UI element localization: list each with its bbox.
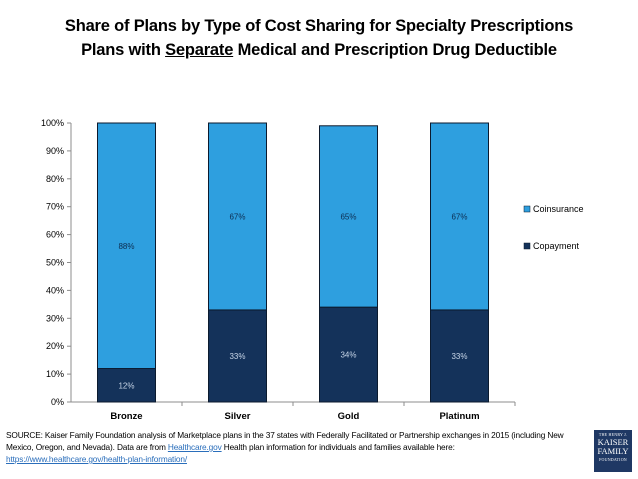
y-tick-label: 60% (46, 230, 64, 240)
data-label-copayment-silver: 33% (229, 352, 245, 361)
source-text-1: SOURCE: Kaiser Family Foundation analysi… (6, 430, 564, 452)
data-label-coinsurance-bronze: 88% (118, 242, 134, 251)
data-label-coinsurance-silver: 67% (229, 212, 245, 221)
y-tick-label: 90% (46, 146, 64, 156)
data-label-copayment-platinum: 33% (451, 352, 467, 361)
healthcare-gov-link[interactable]: Healthcare.gov (167, 442, 222, 452)
title-line-2-suffix: Medical and Prescription Drug Deductible (233, 41, 558, 59)
legend-label-copayment: Copayment (533, 241, 580, 251)
title-underlined-word: Separate (165, 41, 234, 59)
y-tick-label: 50% (46, 258, 64, 268)
kaiser-family-foundation-logo: THE HENRY J. KAISER FAMILY FOUNDATION (594, 430, 632, 472)
data-label-coinsurance-platinum: 67% (451, 212, 467, 221)
logo-line-2: FAMILY (597, 446, 629, 456)
bar-copayment-bronze (97, 368, 156, 403)
y-tick-label: 70% (46, 202, 64, 212)
y-tick-label: 80% (46, 174, 64, 184)
title-line-2-prefix: Plans with (81, 41, 166, 59)
y-tick-label: 0% (51, 397, 64, 407)
bar-coinsurance-bronze (97, 122, 156, 370)
bar-copayment-platinum (430, 309, 489, 403)
data-label-coinsurance-gold: 65% (340, 212, 356, 221)
stacked-bar-chart: 0% 10% 20% 30% 40% 50% 60% 70% 80% 90% 100% Bronze… (41, 118, 584, 422)
legend: Coinsurance Copayment (523, 204, 584, 251)
legend-swatch-copayment (523, 242, 531, 250)
x-category-label: Gold (338, 411, 360, 422)
logo-line-1: KAISER (597, 437, 629, 447)
y-tick-label: 30% (46, 313, 64, 323)
data-label-copayment-bronze: 12% (118, 381, 134, 390)
data-label-copayment-gold: 34% (340, 351, 356, 360)
x-category-label: Bronze (110, 411, 142, 422)
x-category-label: Silver (225, 411, 251, 422)
x-axis: Bronze Silver Gold Platinum (71, 401, 516, 422)
source-note: SOURCE: Kaiser Family Foundation analysi… (6, 429, 586, 465)
legend-label-coinsurance: Coinsurance (533, 204, 584, 214)
bar-copayment-silver (208, 309, 267, 403)
logo-small-top: THE HENRY J. (598, 432, 628, 437)
y-tick-label: 20% (46, 341, 64, 351)
logo-small-bottom: FOUNDATION (599, 457, 627, 462)
title-line-1: Share of Plans by Type of Cost Sharing f… (64, 17, 574, 35)
y-axis: 0% 10% 20% 30% 40% 50% 60% 70% 80% 90% 100% (41, 118, 72, 407)
bar-coinsurance-platinum (430, 122, 489, 311)
health-plan-information-link[interactable]: https://www.healthcare.gov/health-plan-i… (6, 454, 187, 464)
legend-swatch-coinsurance (523, 205, 531, 213)
source-text-2: Health plan information for individuals … (221, 442, 455, 452)
x-category-label: Platinum (439, 411, 479, 422)
y-tick-label: 10% (46, 369, 64, 379)
y-tick-label: 100% (41, 118, 64, 128)
chart-title: Share of Plans by Type of Cost Sharing f… (0, 14, 638, 62)
y-tick-label: 40% (46, 285, 64, 295)
bar-coinsurance-gold (319, 125, 378, 308)
title-line-2: Plans with Separate Medical and Prescrip… (0, 38, 638, 62)
bar-coinsurance-silver (208, 122, 267, 311)
bars: 12% 88% 33% 67% 34% 65% 33% 67% (97, 122, 489, 403)
